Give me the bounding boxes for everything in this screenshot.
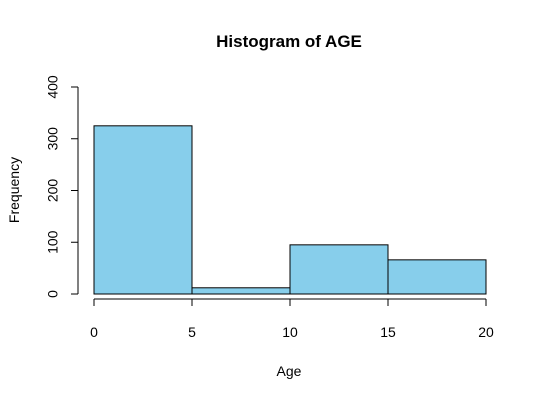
y-axis: 0 100 200 300 400: [45, 75, 79, 298]
y-tick-label: 0: [45, 290, 61, 298]
histogram-bar-1: [191, 287, 291, 295]
histogram-bar-2: [289, 244, 389, 295]
y-tick-label: 200: [45, 179, 61, 203]
y-tick-label: 100: [45, 230, 61, 254]
x-axis: 0 5 10 15 20: [90, 298, 494, 340]
chart-title: Histogram of AGE: [216, 32, 362, 51]
x-tick-label: 10: [282, 324, 298, 340]
x-tick-label: 15: [380, 324, 396, 340]
histogram-bar-3: [387, 259, 487, 295]
histogram-bar-0: [93, 125, 193, 295]
y-tick-label: 400: [45, 75, 61, 99]
y-tick-label: 300: [45, 127, 61, 151]
y-axis-label: Frequency: [6, 157, 22, 223]
bars-group: [93, 125, 487, 295]
x-tick-label: 20: [478, 324, 494, 340]
x-axis-label: Age: [277, 363, 302, 379]
x-tick-label: 0: [90, 324, 98, 340]
x-tick-label: 5: [188, 324, 196, 340]
